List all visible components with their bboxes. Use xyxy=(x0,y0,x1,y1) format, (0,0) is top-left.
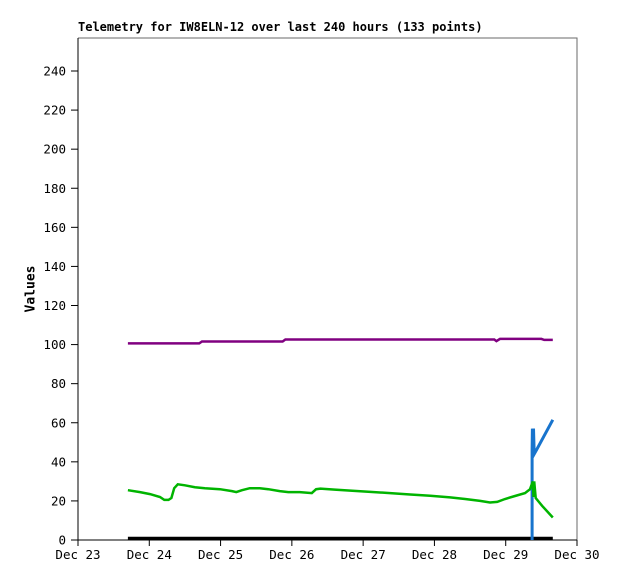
series-channel-blue xyxy=(530,419,555,540)
y-tick-label: 220 xyxy=(43,103,66,118)
x-tick-label: Dec 28 xyxy=(412,547,457,562)
y-tick-label: 100 xyxy=(43,337,66,352)
x-tick-label: Dec 24 xyxy=(127,547,172,562)
y-tick-label: 200 xyxy=(43,142,66,157)
x-tick-label: Dec 27 xyxy=(341,547,386,562)
x-tick-label: Dec 29 xyxy=(483,547,528,562)
y-tick-label: 140 xyxy=(43,259,66,274)
x-tick-label: Dec 26 xyxy=(269,547,314,562)
y-tick-label: 160 xyxy=(43,220,66,235)
y-tick-label: 120 xyxy=(43,298,66,313)
y-tick-label: 60 xyxy=(51,415,66,430)
y-axis-label: Values xyxy=(23,265,39,313)
series-channel-purple xyxy=(127,337,553,345)
y-tick-label: 180 xyxy=(43,181,66,196)
y-tick-label: 0 xyxy=(58,533,66,548)
plot-frame xyxy=(78,37,578,540)
y-tick-label: 40 xyxy=(51,454,66,469)
x-tick-label: Dec 30 xyxy=(554,547,599,562)
chart-title: Telemetry for IW8ELN-12 over last 240 ho… xyxy=(78,20,483,34)
x-tick-label: Dec 25 xyxy=(198,547,243,562)
series-channel-green xyxy=(127,480,554,519)
y-tick-label: 80 xyxy=(51,376,66,391)
y-tick-label: 20 xyxy=(51,493,66,508)
y-tick-label: 240 xyxy=(43,64,66,79)
axis-lines xyxy=(77,38,577,541)
x-tick-label: Dec 23 xyxy=(55,547,100,562)
